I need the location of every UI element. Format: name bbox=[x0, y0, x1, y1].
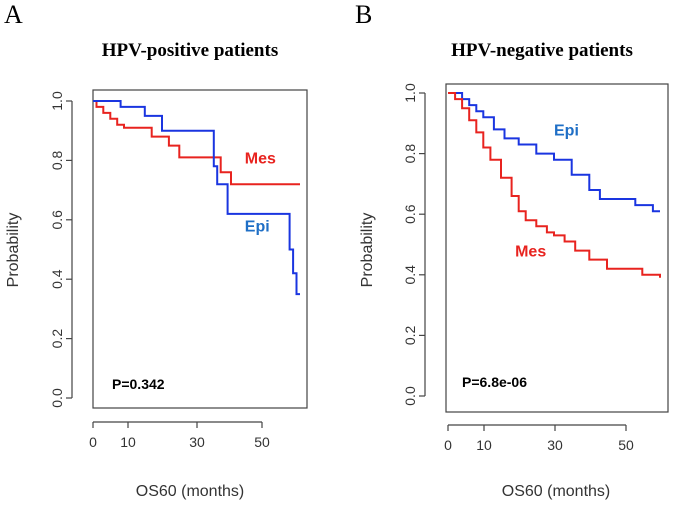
panel-b-y-tick-label: 1.0 bbox=[402, 83, 418, 103]
panel-b-y-tick-label: 0.0 bbox=[402, 386, 418, 406]
panel-b-epi-label: Epi bbox=[554, 122, 579, 139]
panel-letter-b: B bbox=[355, 0, 372, 29]
panel-b-title: HPV-negative patients bbox=[451, 40, 633, 61]
panel-a-x-axis-label: OS60 (months) bbox=[136, 483, 244, 500]
panel-b-x-tick-label: 50 bbox=[618, 437, 634, 453]
panel-a-y-tick-label: 0.8 bbox=[49, 150, 65, 170]
panel-b-y-tick-label: 0.4 bbox=[402, 265, 418, 285]
panel-a-y-tick-label: 0.4 bbox=[49, 269, 65, 289]
panel-a-mes-label: Mes bbox=[245, 150, 276, 167]
panel-b: B HPV-negative patients 0.0 0.2 0.4 0.6 … bbox=[355, 0, 669, 500]
panel-b-mes-curve bbox=[448, 92, 661, 278]
panel-b-x-tick-label: 10 bbox=[476, 437, 492, 453]
panel-a-y-tick-label: 1.0 bbox=[49, 91, 65, 111]
panel-a-x-tick-label: 10 bbox=[120, 434, 136, 450]
panel-b-y-tick-label: 0.2 bbox=[402, 325, 418, 345]
panel-letter-a: A bbox=[4, 0, 23, 29]
panel-a-title: HPV-positive patients bbox=[102, 40, 278, 61]
panel-a-y-tick-label: 0.2 bbox=[49, 329, 65, 349]
panel-a-x-tick-label: 0 bbox=[89, 434, 97, 450]
panel-b-mes-label: Mes bbox=[515, 244, 546, 261]
panel-a-y-tick-label: 0.6 bbox=[49, 210, 65, 230]
panel-b-plot-frame bbox=[445, 83, 669, 413]
panel-a-p-value: P=0.342 bbox=[112, 376, 165, 392]
panel-b-epi-curve bbox=[448, 92, 660, 213]
panel-a-x-tick-label: 50 bbox=[254, 434, 270, 450]
panel-a-epi-curve bbox=[93, 100, 300, 296]
panel-a-y-tick-label: 0.0 bbox=[49, 388, 65, 408]
panel-b-y-tick-label: 0.6 bbox=[402, 204, 418, 224]
panel-a-y-axis-label: Probability bbox=[5, 213, 22, 288]
panel-a-mes-curve bbox=[93, 100, 300, 186]
panel-b-p-value: P=6.8e-06 bbox=[462, 374, 527, 390]
panel-b-y-axis-label: Probability bbox=[359, 213, 376, 288]
panel-b-x-tick-label: 0 bbox=[444, 437, 452, 453]
panel-a-x-tick-label: 30 bbox=[189, 434, 205, 450]
panel-b-x-axis-label: OS60 (months) bbox=[502, 483, 610, 500]
panel-a-epi-label: Epi bbox=[245, 219, 270, 236]
panel-b-x-tick-label: 30 bbox=[547, 437, 563, 453]
panel-a-plot-frame bbox=[92, 89, 308, 409]
panel-b-y-tick-label: 0.8 bbox=[402, 144, 418, 164]
panel-a: A HPV-positive patients 0.0 0.2 0.4 0.6 … bbox=[4, 0, 308, 500]
